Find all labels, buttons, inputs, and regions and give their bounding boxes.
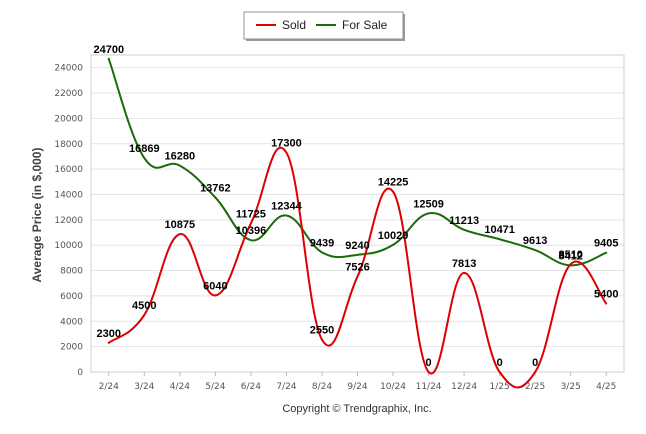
x-tick-label: 7/24	[276, 382, 296, 392]
legend-label-for-sale: For Sale	[342, 18, 388, 32]
data-label-sold: 5400	[594, 289, 618, 301]
x-tick-label: 9/24	[347, 382, 367, 392]
data-label-for-sale: 9240	[345, 240, 369, 252]
x-tick-label: 4/25	[596, 382, 616, 392]
series-lines	[107, 57, 608, 389]
legend[interactable]: Sold For Sale	[243, 11, 405, 41]
data-label-sold: 7526	[345, 262, 369, 274]
y-tick-label: 12000	[54, 216, 83, 226]
series-line-for-sale	[107, 57, 608, 267]
data-label-sold: 2550	[310, 325, 334, 337]
data-label-for-sale: 9439	[310, 237, 334, 249]
data-label-sold: 0	[497, 357, 503, 369]
data-label-for-sale: 16280	[165, 151, 196, 163]
data-label-for-sale: 12344	[271, 200, 302, 212]
data-label-for-sale: 8412	[558, 250, 582, 262]
y-tick-label: 2000	[60, 343, 83, 353]
data-label-for-sale: 9613	[523, 235, 547, 247]
data-label-sold: 10875	[165, 219, 196, 231]
x-tick-label: 1/25	[490, 382, 510, 392]
x-tick-label: 3/25	[561, 382, 581, 392]
y-tick-label: 18000	[54, 140, 83, 150]
y-tick-label: 16000	[54, 165, 83, 175]
y-tick-label: 22000	[54, 89, 83, 99]
copyright-credit: Copyright © Trendgraphix, Inc.	[282, 403, 431, 415]
x-tick-label: 4/24	[170, 382, 190, 392]
data-label-sold: 14225	[378, 177, 409, 189]
x-tick-label: 10/24	[380, 382, 406, 392]
legend-item-sold[interactable]: Sold	[256, 18, 306, 32]
grid-lines	[91, 67, 624, 373]
y-tick-label: 0	[77, 368, 83, 378]
x-tick-label: 5/24	[205, 382, 225, 392]
y-tick-label: 6000	[60, 292, 83, 302]
data-label-for-sale: 9405	[594, 238, 618, 250]
data-label-sold: 0	[532, 357, 538, 369]
y-tick-label: 24000	[54, 64, 83, 74]
data-label-sold: 0	[426, 357, 432, 369]
data-label-sold: 7813	[452, 258, 476, 270]
data-label-sold: 8510	[558, 249, 582, 261]
data-label-for-sale: 16869	[129, 143, 160, 155]
x-tick-label: 2/25	[525, 382, 545, 392]
x-tick-label: 8/24	[312, 382, 332, 392]
x-tick-label: 3/24	[134, 382, 154, 392]
legend-label-sold: Sold	[282, 18, 306, 32]
data-label-sold: 4500	[132, 300, 156, 312]
x-tick-label: 2/24	[99, 382, 119, 392]
y-axis-title: Average Price (in $,000)	[30, 148, 44, 283]
y-tick-label: 4000	[60, 317, 83, 327]
data-label-sold: 11725	[236, 208, 266, 220]
y-tick-label: 10000	[54, 241, 83, 251]
data-label-for-sale: 10029	[378, 230, 409, 242]
data-labels: 2300 4500 10875 6040 11725 17300 2550 7526 14225…	[93, 44, 618, 369]
data-label-sold: 17300	[271, 138, 302, 150]
y-tick-label: 20000	[54, 114, 83, 124]
legend-item-for-sale[interactable]: For Sale	[316, 18, 388, 32]
data-label-for-sale: 11213	[449, 215, 479, 227]
data-label-for-sale: 12509	[413, 198, 444, 210]
data-label-sold: 6040	[203, 280, 227, 292]
data-label-for-sale: 10396	[236, 225, 267, 237]
data-label-for-sale: 24700	[93, 44, 124, 56]
data-label-sold: 2300	[97, 328, 121, 340]
data-label-for-sale: 13762	[200, 182, 231, 194]
x-tick-label: 6/24	[241, 382, 261, 392]
axes: 0 2000 4000 6000 8000 10000 12000 14000 16000 180…	[54, 54, 625, 392]
x-tick-label: 11/24	[416, 382, 442, 392]
y-tick-label: 14000	[54, 190, 83, 200]
data-label-for-sale: 10471	[484, 224, 515, 236]
series-line-sold	[107, 146, 608, 389]
x-tick-label: 12/24	[451, 382, 477, 392]
plot-area-border	[90, 54, 625, 373]
y-tick-label: 8000	[60, 267, 83, 277]
